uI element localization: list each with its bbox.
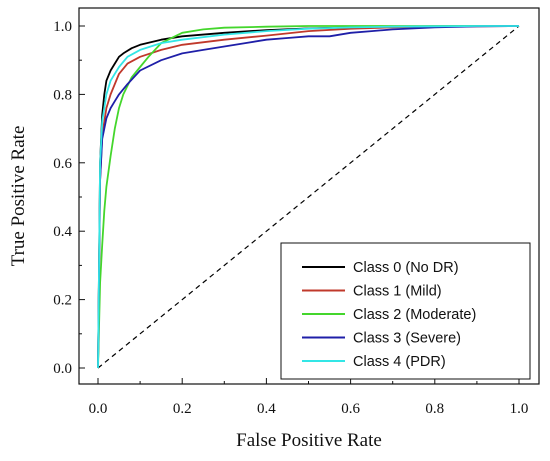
x-tick-label: 0.4 (257, 401, 276, 417)
series-line-class-4 (97, 25, 519, 369)
x-axis-title: False Positive Rate (236, 430, 382, 451)
y-tick-label: 0.2 (53, 293, 72, 309)
series-line-class-3 (97, 25, 520, 369)
x-tick-label: 1.0 (510, 401, 529, 417)
legend-label-class-1: Class 1 (Mild) (353, 284, 442, 300)
y-tick-label: 0.4 (53, 224, 72, 240)
x-tick-label: 0.2 (173, 401, 192, 417)
y-axis-title: True Positive Rate (8, 126, 29, 267)
legend-box (280, 242, 531, 380)
y-tick-label: 1.0 (53, 19, 72, 35)
legend-label-class-0: Class 0 (No DR) (353, 260, 459, 276)
legend: Class 0 (No DR) Class 1 (Mild) Class 2 (Mo… (280, 242, 531, 380)
legend-label-class-3: Class 3 (Severe) (353, 331, 461, 347)
legend-label-class-4: Class 4 (PDR) (353, 354, 446, 370)
series-layer (97, 25, 520, 369)
x-tick-label: 0.6 (341, 401, 360, 417)
x-tick-label: 0.0 (89, 401, 108, 417)
series-line-class-2 (97, 25, 519, 369)
legend-label-class-2: Class 2 (Moderate) (353, 307, 476, 323)
x-tick-label: 0.8 (425, 401, 444, 417)
y-tick-label: 0.6 (53, 156, 72, 172)
reference-diagonal-line (97, 25, 520, 369)
y-tick-label: 0.8 (53, 87, 72, 103)
ticks-layer: 0.0 0.2 0.4 0.6 0.8 1.0 0.0 0.2 0.4 0.6 0.8 1.0 (53, 19, 528, 417)
y-tick-label: 0.0 (53, 361, 72, 377)
